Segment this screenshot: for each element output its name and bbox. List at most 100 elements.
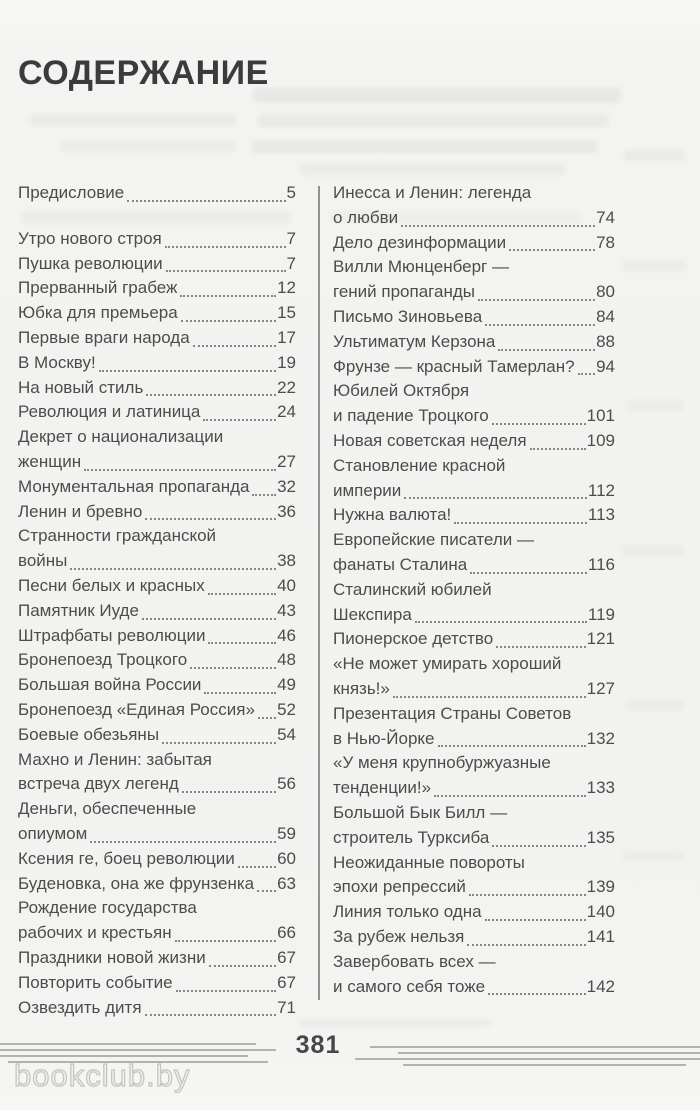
dot-leader (577, 373, 596, 376)
toc-entry-title: Ксения ге, боец революции (18, 848, 235, 868)
toc-entry: опиумом 59 (18, 824, 296, 849)
toc-entry-title: Дело дезинформации (333, 232, 507, 252)
toc-entry-page-number: 22 (277, 377, 296, 397)
toc-entry-title: Озвездить дитя (18, 997, 142, 1017)
toc-entry: В Москву! 19 (18, 353, 296, 378)
toc-entry-title: Утро нового строя (18, 228, 162, 248)
toc-entry-title: Предисловие (18, 183, 125, 202)
toc-entry: князь!» 127 (333, 679, 615, 704)
toc-entry-title: Прерванный грабеж (18, 278, 178, 298)
toc-entry: и самого себя тоже 142 (333, 977, 615, 1002)
toc-entry-page-number: 66 (277, 923, 296, 943)
toc-entry-title: рабочих и крестьян (18, 923, 172, 943)
dot-leader (192, 344, 277, 347)
toc-entry: строитель Турксиба 135 (333, 828, 615, 853)
dot-leader (529, 447, 586, 450)
toc-entry: Юбка для премьера 15 (18, 303, 296, 328)
dot-leader (467, 943, 586, 946)
toc-entry-title: Буденовка, она же фрунзенка (18, 873, 255, 893)
toc-entry: Ксения ге, боец революции 60 (18, 849, 296, 874)
toc-entry-title: Боевые обезьяны (18, 724, 160, 744)
toc-entry: рабочих и крестьян 66 (18, 923, 296, 948)
dot-leader (180, 295, 277, 298)
toc-entry: Бронепоезд Троцкого 48 (18, 650, 296, 675)
dot-leader (141, 617, 277, 620)
toc-entry: Памятник Иуде 43 (18, 601, 296, 626)
toc-entry-title: Революция и латиница (18, 402, 201, 422)
dot-leader (437, 745, 586, 748)
toc-entry-page-number: 88 (596, 331, 615, 351)
toc-entry-title: о любви (333, 207, 399, 227)
toc-entry-title: строитель Турксиба (333, 827, 490, 847)
toc-entry: Линия только одна 140 (333, 902, 615, 927)
toc-entry: Боевые обезьяны 54 (18, 725, 296, 750)
toc-entry-title: женщин (18, 451, 82, 471)
toc-entry: «Не может умирать хороший (333, 654, 615, 679)
ghost-text-showthrough (626, 400, 684, 411)
toc-entry-page-number: 40 (277, 575, 296, 595)
toc-entry-page-number: 52 (277, 699, 296, 719)
toc-entry-page-number: 54 (277, 724, 296, 744)
toc-entry: Вилли Мюнценберг — (333, 257, 615, 282)
dot-leader (164, 245, 286, 248)
toc-right-column: Инесса и Ленин: легенда о любви 74 Дело дез… (333, 183, 615, 1001)
toc-entry-page-number: 84 (596, 306, 615, 326)
toc-entry: Ультиматум Керзона 88 (333, 332, 615, 357)
toc-entry-title: Письмо Зиновьева (333, 306, 483, 326)
dot-leader (492, 844, 586, 847)
toc-entry: «У меня крупнобуржуазные (333, 753, 615, 778)
page-title: СОДЕРЖАНИЕ (18, 54, 269, 92)
toc-entry-title: Завербовать всех — (333, 951, 496, 971)
toc-entry: Сталинский юбилей (333, 580, 615, 605)
dot-leader (84, 468, 277, 471)
dot-leader (204, 691, 277, 694)
toc-entry: Штрафбаты революции 46 (18, 626, 296, 651)
ghost-text-showthrough (258, 114, 608, 127)
toc-entry-title: Юбилей Октября (333, 381, 470, 401)
toc-entry-page-number: 112 (587, 480, 615, 500)
toc-entry-page-number: 67 (277, 972, 296, 992)
toc-entry-title: Становление красной (333, 455, 506, 475)
toc-entry: Большая война России 49 (18, 675, 296, 700)
toc-entry: Шекспира 119 (333, 605, 615, 630)
dot-leader (485, 323, 596, 326)
dot-leader (257, 890, 277, 893)
footer-rule-right (355, 1046, 700, 1070)
dot-leader (162, 741, 277, 744)
toc-entry-title: Деньги, обеспеченные (18, 799, 197, 819)
toc-entry-title: Линия только одна (333, 902, 482, 922)
toc-entry-title: Памятник Иуде (18, 600, 139, 620)
toc-entry-title: Ультиматум Керзона (333, 331, 496, 351)
ghost-text-showthrough (622, 545, 684, 556)
dot-leader (252, 493, 277, 496)
toc-entry-page-number: 36 (277, 501, 296, 521)
dot-leader (180, 319, 277, 322)
dot-leader (174, 939, 277, 942)
toc-entry: о любви 74 (333, 208, 615, 233)
toc-entry-title: Шекспира (333, 604, 412, 624)
toc-entry-page-number: 94 (596, 356, 615, 376)
dot-leader (454, 522, 587, 525)
toc-entry-page-number: 121 (586, 629, 615, 649)
toc-entry-title: Махно и Ленин: забытая (18, 749, 212, 769)
toc-entry-title: За рубеж нельзя (333, 926, 465, 946)
dot-leader (509, 249, 596, 252)
toc-entry: Деньги, обеспеченные (18, 799, 296, 824)
toc-entry: эпохи репрессий 139 (333, 877, 615, 902)
toc-entry-page-number: 113 (587, 505, 615, 525)
toc-entry: Большой Бык Билл — (333, 803, 615, 828)
toc-entry: За рубеж нельзя 141 (333, 927, 615, 952)
toc-entry-page-number: 119 (587, 604, 615, 624)
dot-leader (208, 642, 277, 645)
toc-entry-page-number: 15 (277, 303, 296, 323)
toc-entry-title: Песни белых и красных (18, 575, 205, 595)
toc-entry-page-number: 17 (277, 327, 296, 347)
toc-entry-title: Ленин и бревно (18, 501, 143, 521)
ghost-text-showthrough (330, 211, 580, 223)
dot-leader (145, 518, 277, 521)
toc-entry-title: и самого себя тоже (333, 976, 486, 996)
dot-leader (146, 394, 277, 397)
toc-entry-page-number: 46 (277, 625, 296, 645)
toc-entry: Первые враги народа 17 (18, 328, 296, 353)
